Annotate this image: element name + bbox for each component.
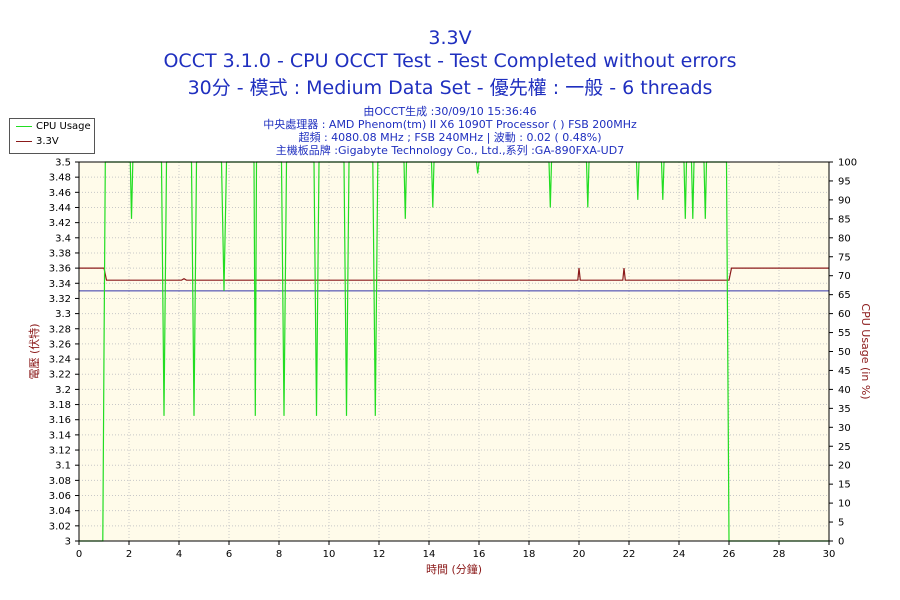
y-left-axis-label: 電壓 (伏特)	[27, 323, 41, 379]
y-left-tick-label: 3.24	[49, 355, 71, 366]
legend-label-cpu-usage: CPU Usage	[36, 121, 91, 132]
legend-swatch-cpu-usage	[16, 126, 32, 127]
y-right-tick-label: 10	[838, 499, 851, 510]
chart-title-settings: 30分 - 模式 : Medium Data Set - 優先權 : 一般 - …	[187, 77, 713, 99]
y-right-tick-label: 15	[838, 480, 851, 491]
y-right-tick-label: 70	[838, 271, 851, 282]
info-clock: 超頻 : 4080.08 MHz ; FSB 240MHz | 波動 : 0.0…	[298, 131, 602, 144]
legend-swatch-voltage	[16, 141, 32, 142]
x-tick-label: 26	[723, 549, 736, 560]
y-left-tick-label: 3.04	[49, 506, 71, 517]
y-right-tick-label: 35	[838, 404, 851, 415]
legend-item-cpu-usage: CPU Usage	[10, 119, 94, 134]
y-left-tick-label: 3.1	[55, 461, 71, 472]
x-tick-label: 14	[423, 549, 436, 560]
legend: CPU Usage 3.3V	[9, 118, 95, 154]
y-left-tick-label: 3.22	[49, 370, 71, 381]
legend-item-voltage: 3.3V	[10, 134, 94, 149]
y-left-tick-label: 3.06	[49, 491, 71, 502]
y-right-tick-label: 5	[838, 518, 844, 529]
y-left-tick-label: 3.44	[49, 203, 71, 214]
y-left-tick-label: 3.18	[49, 400, 71, 411]
y-left-tick-label: 3.3	[55, 309, 71, 320]
y-left-tick-label: 3.48	[49, 173, 71, 184]
y-right-tick-label: 55	[838, 328, 851, 339]
y-right-tick-label: 25	[838, 442, 851, 453]
y-right-tick-label: 60	[838, 309, 851, 320]
x-tick-label: 12	[373, 549, 386, 560]
y-left-tick-label: 3	[65, 537, 71, 548]
y-left-tick-label: 3.32	[49, 294, 71, 305]
y-left-tick-label: 3.34	[49, 279, 71, 290]
y-left-tick-label: 3.36	[49, 264, 71, 275]
info-generated: 由OCCT生成 :30/09/10 15:36:46	[363, 105, 537, 118]
y-right-axis-label: CPU Usage (in %)	[859, 303, 872, 399]
x-tick-label: 0	[76, 549, 82, 560]
y-right-tick-label: 90	[838, 195, 851, 206]
y-left-tick-label: 3.12	[49, 446, 71, 457]
x-tick-label: 22	[623, 549, 636, 560]
y-left-tick-label: 3.4	[55, 233, 71, 244]
x-tick-label: 20	[573, 549, 586, 560]
info-board: 主機板品牌 :Gigabyte Technology Co., Ltd.,系列 …	[275, 144, 625, 157]
y-right-tick-label: 100	[838, 158, 857, 169]
y-left-tick-label: 3.38	[49, 248, 71, 259]
y-right-tick-label: 45	[838, 366, 851, 377]
x-tick-label: 10	[323, 549, 336, 560]
y-right-tick-label: 80	[838, 233, 851, 244]
x-tick-label: 28	[773, 549, 786, 560]
plot-area	[79, 162, 829, 541]
y-left-tick-label: 3.02	[49, 521, 71, 532]
y-right-tick-label: 50	[838, 347, 851, 358]
y-left-tick-label: 3.26	[49, 339, 71, 350]
plot-frame	[78, 161, 830, 542]
y-right-tick-label: 30	[838, 423, 851, 434]
x-tick-label: 6	[226, 549, 232, 560]
chart-title-test: OCCT 3.1.0 - CPU OCCT Test - Test Comple…	[163, 50, 737, 72]
x-tick-label: 8	[276, 549, 282, 560]
y-left-tick-label: 3.42	[49, 218, 71, 229]
y-right-tick-label: 65	[838, 290, 851, 301]
y-right-tick-label: 95	[838, 176, 851, 187]
y-left-tick-label: 3.16	[49, 415, 71, 426]
x-tick-label: 18	[523, 549, 536, 560]
y-left-tick-label: 3.2	[55, 385, 71, 396]
chart-title-voltage: 3.3V	[428, 27, 472, 49]
y-right-tick-label: 20	[838, 461, 851, 472]
y-left-tick-label: 3.5	[55, 158, 71, 169]
y-left-tick-label: 3.28	[49, 324, 71, 335]
y-right-tick-label: 75	[838, 252, 851, 263]
x-tick-label: 2	[126, 549, 132, 560]
x-tick-label: 24	[673, 549, 686, 560]
y-left-tick-label: 3.14	[49, 430, 71, 441]
series-line-3-3v	[79, 267, 829, 281]
y-left-tick-label: 3.46	[49, 188, 71, 199]
y-right-tick-label: 85	[838, 214, 851, 225]
y-left-tick-label: 3.08	[49, 476, 71, 487]
x-tick-label: 4	[176, 549, 182, 560]
y-right-tick-label: 40	[838, 385, 851, 396]
x-axis-label: 時間 (分鐘)	[426, 562, 482, 576]
x-tick-label: 16	[473, 549, 486, 560]
legend-label-voltage: 3.3V	[36, 136, 59, 147]
y-right-tick-label: 0	[838, 537, 844, 548]
x-tick-label: 30	[823, 549, 836, 560]
info-cpu: 中央處理器 : AMD Phenom(tm) II X6 1090T Proce…	[263, 118, 637, 131]
